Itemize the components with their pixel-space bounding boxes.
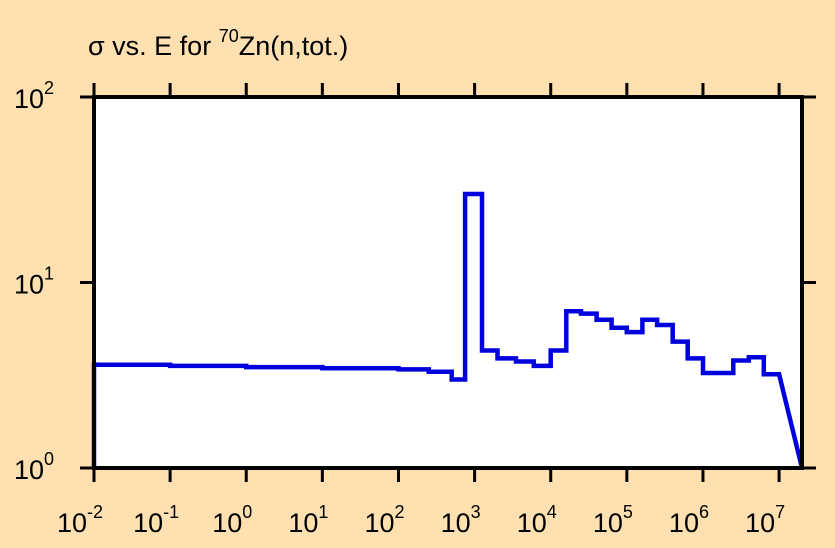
- y-tick-label-exponent: 2: [44, 78, 54, 98]
- x-tick-label: 103: [441, 502, 481, 538]
- y-tick-label-base: 10: [14, 270, 44, 300]
- x-tick-label: 104: [517, 502, 557, 538]
- x-tick-label-base: 10: [364, 508, 394, 538]
- x-tick-label-base: 10: [212, 508, 242, 538]
- y-tick-label-base: 10: [14, 455, 44, 485]
- x-tick-label: 101: [288, 502, 328, 538]
- x-tick-label-base: 10: [593, 508, 623, 538]
- x-tick-label-exponent: -1: [163, 502, 179, 522]
- x-tick-label-exponent: 5: [623, 502, 633, 522]
- x-axis-tick-labels: 10-2 10-1 100 101 102 103 104 105 106 107: [57, 502, 785, 538]
- x-axis-ticks: [92, 83, 781, 482]
- x-tick-label: 106: [669, 502, 709, 538]
- y-tick-label: 102: [14, 78, 54, 114]
- x-tick-label-exponent: 6: [699, 502, 709, 522]
- x-tick-label-base: 10: [57, 508, 87, 538]
- plot-area: [94, 97, 802, 468]
- x-tick-label-exponent: 0: [242, 502, 252, 522]
- y-tick-label-base: 10: [14, 84, 44, 114]
- x-tick-label-base: 10: [745, 508, 775, 538]
- y-tick-label-exponent: 0: [44, 449, 54, 469]
- y-axis-ticks: [80, 95, 816, 470]
- x-tick-label-exponent: -2: [87, 502, 103, 522]
- x-tick-label: 100: [212, 502, 252, 538]
- x-tick-label-base: 10: [517, 508, 547, 538]
- chart-title-mass-number: 70: [219, 26, 239, 46]
- x-tick-label-base: 10: [288, 508, 318, 538]
- x-tick-label: 102: [364, 502, 404, 538]
- x-tick-label-exponent: 4: [547, 502, 557, 522]
- x-tick-label-base: 10: [133, 508, 163, 538]
- x-tick-label-exponent: 1: [318, 502, 328, 522]
- chart-title-prefix: σ vs. E for: [88, 31, 219, 61]
- x-tick-label: 10-1: [133, 502, 179, 538]
- y-tick-label: 101: [14, 264, 54, 300]
- chart-title: σ vs. E for 70Zn(n,tot.): [88, 26, 348, 61]
- y-tick-label: 100: [14, 449, 54, 485]
- y-tick-label-exponent: 1: [44, 264, 54, 284]
- cross-section-series-line: [91, 191, 805, 469]
- x-tick-label-exponent: 7: [775, 502, 785, 522]
- x-tick-label-base: 10: [441, 508, 471, 538]
- plot-frame: [92, 95, 804, 470]
- x-tick-label: 105: [593, 502, 633, 538]
- x-tick-label-base: 10: [669, 508, 699, 538]
- x-tick-label-exponent: 2: [394, 502, 404, 522]
- chart-title-suffix: Zn(n,tot.): [239, 31, 349, 61]
- x-tick-label-exponent: 3: [471, 502, 481, 522]
- x-tick-label: 10-2: [57, 502, 103, 538]
- x-tick-label: 107: [745, 502, 785, 538]
